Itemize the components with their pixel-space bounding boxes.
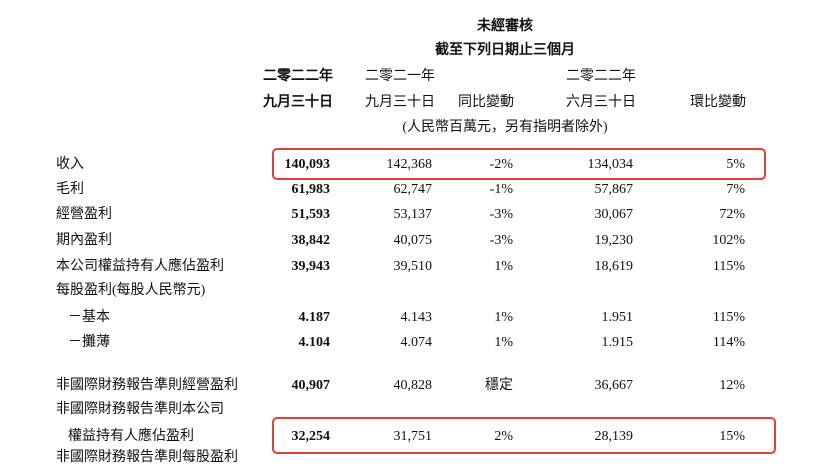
cell: 穩定 bbox=[485, 378, 513, 393]
row-label: 毛利 bbox=[56, 182, 84, 197]
cell: 5% bbox=[726, 157, 745, 172]
cell: 2% bbox=[494, 429, 513, 444]
cell: 1% bbox=[494, 259, 513, 274]
cell: 36,667 bbox=[594, 378, 634, 393]
unit-note: (人民幣百萬元，另有指明者除外) bbox=[402, 120, 608, 135]
column-header: 同比變動 bbox=[458, 95, 514, 110]
row-label: 非國際財務報告準則經營盈利 bbox=[56, 378, 238, 393]
cell: 1.951 bbox=[601, 310, 634, 325]
cell: -3% bbox=[489, 207, 513, 222]
cell: 1% bbox=[494, 335, 513, 350]
column-header: 六月三十日 bbox=[566, 95, 636, 110]
cell: 39,510 bbox=[393, 259, 433, 274]
row-label: －基本 bbox=[68, 310, 110, 325]
cell: 4.104 bbox=[298, 335, 331, 350]
cell: 57,867 bbox=[594, 182, 634, 197]
column-header: 環比變動 bbox=[690, 95, 746, 110]
row-label: 本公司權益持有人應佔盈利 bbox=[56, 259, 224, 274]
cell: 18,619 bbox=[594, 259, 634, 274]
cell: 142,368 bbox=[386, 157, 433, 172]
column-header: 二零二一年 bbox=[365, 69, 435, 84]
cell: 1.915 bbox=[601, 335, 634, 350]
row-label: 非國際財務報告準則本公司 bbox=[56, 402, 224, 417]
highlight-box bbox=[272, 148, 766, 180]
column-header: 二零二二年 bbox=[263, 69, 333, 84]
cell: 40,828 bbox=[393, 378, 433, 393]
row-label: 非國際財務報告準則每股盈利 bbox=[56, 450, 238, 465]
highlight-box bbox=[272, 417, 776, 454]
row-label: 收入 bbox=[56, 157, 84, 172]
cell: 30,067 bbox=[594, 207, 634, 222]
cell: 4.187 bbox=[298, 310, 331, 325]
cell: 140,093 bbox=[284, 157, 331, 172]
cell: 134,034 bbox=[587, 157, 634, 172]
cell: 39,943 bbox=[291, 259, 331, 274]
cell: 32,254 bbox=[291, 429, 331, 444]
cell: 7% bbox=[726, 182, 745, 197]
cell: 102% bbox=[712, 233, 745, 248]
header-title: 未經審核 bbox=[477, 19, 533, 34]
cell: 15% bbox=[719, 429, 745, 444]
cell: 40,075 bbox=[393, 233, 433, 248]
cell: 28,139 bbox=[594, 429, 634, 444]
column-header: 二零二二年 bbox=[566, 69, 636, 84]
cell: -3% bbox=[489, 233, 513, 248]
column-header: 九月三十日 bbox=[263, 95, 333, 110]
row-label: －攤薄 bbox=[68, 335, 110, 350]
cell: 51,593 bbox=[291, 207, 331, 222]
cell: 1% bbox=[494, 310, 513, 325]
cell: 31,751 bbox=[393, 429, 433, 444]
header-subtitle: 截至下列日期止三個月 bbox=[435, 43, 575, 58]
cell: 62,747 bbox=[393, 182, 433, 197]
cell: 72% bbox=[719, 207, 745, 222]
cell: -2% bbox=[489, 157, 513, 172]
cell: 115% bbox=[712, 259, 745, 274]
cell: -1% bbox=[489, 182, 513, 197]
row-label: 權益持有人應佔盈利 bbox=[68, 429, 194, 444]
row-label: 經營盈利 bbox=[56, 207, 112, 222]
cell: 53,137 bbox=[393, 207, 433, 222]
row-label: 每股盈利(每股人民幣元) bbox=[56, 283, 206, 298]
cell: 4.074 bbox=[400, 335, 433, 350]
cell: 4.143 bbox=[400, 310, 433, 325]
cell: 40,907 bbox=[291, 378, 331, 393]
cell: 19,230 bbox=[594, 233, 634, 248]
column-header: 九月三十日 bbox=[365, 95, 435, 110]
cell: 61,983 bbox=[291, 182, 331, 197]
cell: 115% bbox=[712, 310, 745, 325]
cell: 12% bbox=[719, 378, 745, 393]
cell: 114% bbox=[712, 335, 745, 350]
row-label: 期內盈利 bbox=[56, 233, 112, 248]
cell: 38,842 bbox=[291, 233, 331, 248]
